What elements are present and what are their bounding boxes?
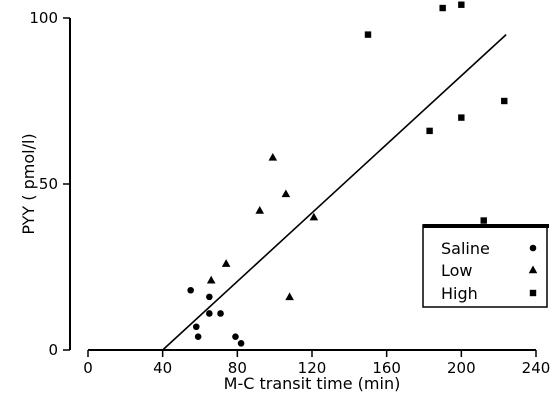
legend-marker-saline: [529, 244, 537, 252]
point-low-3: [268, 152, 278, 161]
point-saline-0: [187, 286, 194, 294]
point-saline-5: [217, 310, 224, 317]
y-axis-title: PYY ( pmol/l): [19, 133, 38, 234]
point-low-2: [255, 206, 265, 214]
data-points: [187, 1, 508, 347]
legend-label-high: High: [441, 284, 478, 303]
legend-markers: [528, 244, 538, 297]
legend: Saline Low High: [422, 224, 549, 308]
point-saline-4: [206, 310, 213, 317]
point-low-1: [221, 259, 231, 267]
point-high-6: [501, 97, 508, 105]
point-high-3: [458, 1, 465, 8]
regression-line: [162, 34, 507, 351]
point-saline-6: [232, 333, 239, 341]
point-saline-1: [192, 323, 200, 331]
point-high-1: [426, 127, 433, 135]
point-low-4: [281, 189, 291, 198]
legend-label-saline: Saline: [441, 239, 490, 258]
legend-box: [422, 224, 548, 308]
regression-group: [162, 34, 507, 351]
point-low-0: [206, 275, 216, 284]
x-tick-label-160: 160: [372, 359, 401, 377]
x-tick-label-240: 240: [522, 359, 551, 377]
point-high-4: [458, 114, 465, 121]
point-saline-3: [206, 293, 213, 301]
legend-label-low: Low: [441, 261, 473, 280]
x-tick-label-80: 80: [228, 359, 247, 377]
point-high-5: [480, 217, 487, 224]
y-tick-label-0: 0: [48, 341, 58, 359]
x-tick-label-200: 200: [447, 359, 476, 377]
x-tick-label-120: 120: [298, 359, 327, 377]
legend-marker-low: [528, 265, 538, 274]
legend-marker-high: [529, 289, 537, 297]
point-low-6: [309, 212, 319, 221]
point-saline-2: [194, 333, 202, 341]
point-high-0: [364, 31, 372, 38]
point-saline-7: [237, 340, 245, 347]
x-axis-title: M-C transit time (min): [224, 374, 401, 393]
x-tick-label-0: 0: [83, 359, 93, 377]
ticks: 0 40 80 120 160 200 240 0 50 100: [29, 9, 550, 377]
y-tick-label-50: 50: [39, 175, 58, 193]
point-high-2: [439, 4, 446, 12]
point-low-5: [285, 292, 294, 301]
y-tick-label-100: 100: [29, 9, 58, 27]
x-tick-label-40: 40: [153, 359, 172, 377]
